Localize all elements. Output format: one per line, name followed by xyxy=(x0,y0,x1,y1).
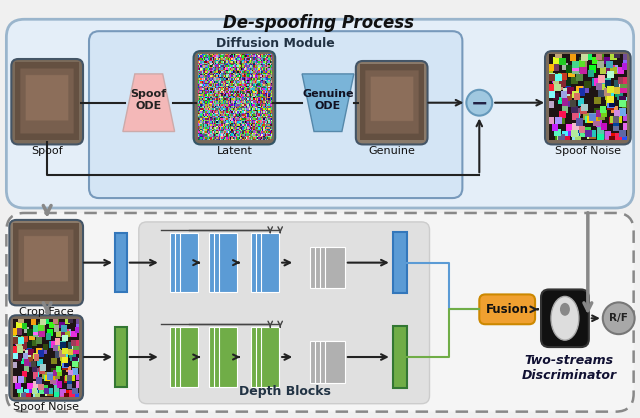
Text: Fusion: Fusion xyxy=(486,303,529,316)
Bar xyxy=(220,233,237,293)
Bar xyxy=(214,327,232,387)
Text: −: − xyxy=(470,94,488,114)
Bar xyxy=(175,233,193,293)
Text: Spoof Noise: Spoof Noise xyxy=(13,402,79,412)
FancyBboxPatch shape xyxy=(10,220,83,306)
Text: Spoof Noise: Spoof Noise xyxy=(555,146,621,156)
Text: Genuine: Genuine xyxy=(368,146,415,156)
Text: Depth Blocks: Depth Blocks xyxy=(239,385,331,398)
FancyBboxPatch shape xyxy=(12,59,83,145)
Bar xyxy=(325,247,345,288)
Ellipse shape xyxy=(560,303,570,316)
Bar xyxy=(393,326,406,388)
Bar xyxy=(325,341,345,383)
Ellipse shape xyxy=(551,296,579,340)
Text: Spoof: Spoof xyxy=(31,146,63,156)
Polygon shape xyxy=(302,74,354,132)
Bar xyxy=(115,327,127,387)
FancyBboxPatch shape xyxy=(193,51,275,145)
Bar xyxy=(315,341,335,383)
FancyBboxPatch shape xyxy=(6,213,634,412)
Bar xyxy=(310,247,330,288)
FancyBboxPatch shape xyxy=(356,61,428,145)
Bar xyxy=(310,341,330,383)
Bar xyxy=(315,247,335,288)
Text: R/F: R/F xyxy=(609,313,628,323)
Text: Crop Face: Crop Face xyxy=(19,307,74,317)
Bar xyxy=(393,232,406,293)
Text: Diffusion Module: Diffusion Module xyxy=(216,37,335,50)
Bar xyxy=(261,327,279,387)
Bar xyxy=(214,233,232,293)
Circle shape xyxy=(467,90,492,116)
FancyBboxPatch shape xyxy=(89,31,462,198)
Text: De-spoofing Process: De-spoofing Process xyxy=(223,14,413,32)
Bar xyxy=(256,233,274,293)
Bar xyxy=(252,327,269,387)
Circle shape xyxy=(603,302,635,334)
Text: Latent: Latent xyxy=(216,146,252,156)
Bar xyxy=(320,247,340,288)
Bar xyxy=(115,233,127,293)
Bar xyxy=(320,341,340,383)
Polygon shape xyxy=(123,74,175,132)
Bar xyxy=(170,233,188,293)
Bar xyxy=(180,233,198,293)
Text: Two-streams
Discriminator: Two-streams Discriminator xyxy=(522,354,616,382)
Text: Genuine
ODE: Genuine ODE xyxy=(302,89,354,110)
Bar xyxy=(220,327,237,387)
Bar xyxy=(170,327,188,387)
FancyBboxPatch shape xyxy=(10,315,83,401)
FancyBboxPatch shape xyxy=(545,51,630,145)
Bar xyxy=(252,233,269,293)
Bar xyxy=(261,233,279,293)
FancyBboxPatch shape xyxy=(139,222,429,404)
Bar xyxy=(209,327,227,387)
Text: Spoof
ODE: Spoof ODE xyxy=(131,89,167,110)
Bar xyxy=(180,327,198,387)
FancyBboxPatch shape xyxy=(6,19,634,208)
Bar xyxy=(256,327,274,387)
FancyBboxPatch shape xyxy=(541,289,589,347)
Bar xyxy=(175,327,193,387)
Bar xyxy=(209,233,227,293)
FancyBboxPatch shape xyxy=(479,294,535,324)
